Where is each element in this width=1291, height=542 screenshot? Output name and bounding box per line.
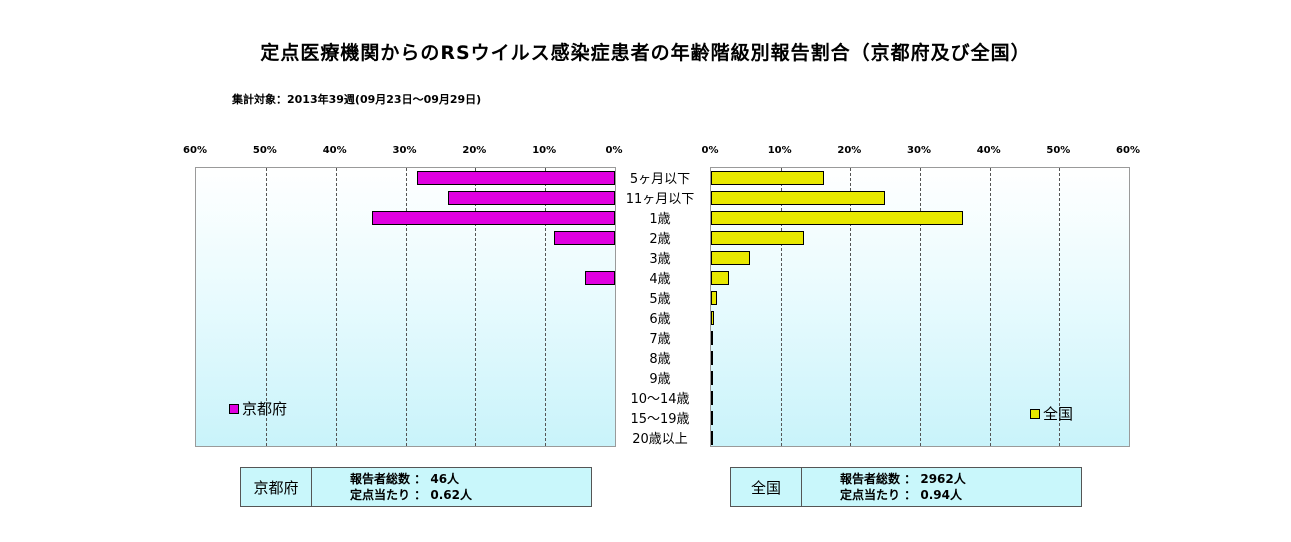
left-tick-label: 20% — [462, 145, 487, 156]
national-legend-swatch — [1030, 408, 1040, 419]
national-per-sentinel: 定点当たり ： 0.94人 — [840, 488, 962, 502]
right-tick-label: 10% — [767, 145, 792, 156]
right-tick-label: 50% — [1046, 145, 1071, 156]
kyoto-plot-area — [195, 167, 616, 447]
category-label: 10～14歳 — [630, 392, 690, 407]
gridline — [780, 168, 782, 446]
kyoto-legend: 京都府 — [229, 398, 287, 419]
kyoto-bar — [584, 271, 615, 285]
left-tick-label: 30% — [392, 145, 417, 156]
gridline — [920, 168, 921, 446]
category-label: 7歳 — [649, 332, 671, 347]
kyoto-info-name: 京都府 — [241, 468, 312, 506]
left-tick-label: 0% — [605, 145, 623, 156]
category-label: 11ヶ月以下 — [625, 192, 695, 207]
category-label: 8歳 — [649, 352, 671, 367]
category-label: 1歳 — [649, 212, 671, 227]
left-tick-label: 60% — [183, 145, 207, 156]
national-bar — [711, 351, 713, 365]
kyoto-legend-swatch — [229, 403, 239, 414]
national-bar — [711, 291, 718, 305]
national-bar — [711, 191, 886, 205]
chart-title: 定点医療機関からのRSウイルス感染症患者の年齢階級別報告割合（京都府及び全国） — [260, 42, 1031, 64]
left-tick-label: 40% — [322, 145, 347, 156]
kyoto-legend-label: 京都府 — [242, 400, 288, 418]
category-label: 5歳 — [649, 292, 671, 307]
national-legend-label: 全国 — [1043, 405, 1074, 423]
category-label: 9歳 — [649, 372, 671, 387]
gridline — [850, 168, 852, 446]
kyoto-total-reports: 報告者総数 ： 46人 — [350, 472, 460, 486]
gridline — [1059, 168, 1061, 446]
right-tick-label: 60% — [1116, 145, 1140, 156]
national-bar — [711, 411, 713, 425]
chart-subtitle: 集計対象：2013年39週(09月23日～09月29日) — [232, 93, 482, 106]
kyoto-bar — [448, 191, 615, 205]
gridline — [545, 168, 547, 446]
category-label: 20歳以上 — [632, 432, 688, 447]
category-label: 2歳 — [649, 232, 671, 247]
national-bar — [711, 251, 750, 265]
national-bar — [711, 391, 713, 405]
national-bar — [711, 211, 964, 225]
right-tick-label: 20% — [837, 145, 862, 156]
category-label: 3歳 — [649, 252, 671, 267]
category-label: 4歳 — [649, 272, 671, 287]
right-tick-label: 0% — [701, 145, 719, 156]
gridline — [475, 168, 477, 446]
category-label: 6歳 — [649, 312, 671, 327]
kyoto-per-sentinel: 定点当たり ： 0.62人 — [350, 488, 472, 502]
national-total-reports: 報告者総数 ： 2962人 — [840, 472, 966, 486]
national-bar — [711, 331, 714, 345]
kyoto-bar — [371, 211, 615, 225]
national-bar — [711, 231, 804, 245]
gridline — [265, 168, 267, 446]
right-tick-label: 40% — [976, 145, 1001, 156]
kyoto-bar — [417, 171, 615, 185]
national-bar — [711, 171, 824, 185]
gridline — [989, 168, 991, 446]
national-bar — [711, 271, 730, 285]
right-tick-label: 30% — [907, 145, 931, 156]
gridline — [335, 168, 337, 446]
national-legend: 全国 — [1030, 403, 1073, 424]
left-tick-label: 10% — [532, 145, 557, 156]
gridline — [405, 168, 407, 446]
national-plot-area — [710, 167, 1130, 447]
national-bar — [711, 371, 713, 385]
kyoto-info-box: 京都府 報告者総数 ： 46人 定点当たり ： 0.62人 — [240, 467, 592, 507]
category-label: 5ヶ月以下 — [629, 172, 691, 187]
category-label: 15～19歳 — [630, 412, 690, 427]
national-bar — [711, 431, 713, 445]
left-tick-label: 50% — [252, 145, 277, 156]
national-info-box: 全国 報告者総数 ： 2962人 定点当たり ： 0.94人 — [730, 467, 1082, 507]
kyoto-bar — [554, 231, 615, 245]
national-info-name: 全国 — [731, 468, 802, 506]
national-bar — [711, 311, 715, 325]
